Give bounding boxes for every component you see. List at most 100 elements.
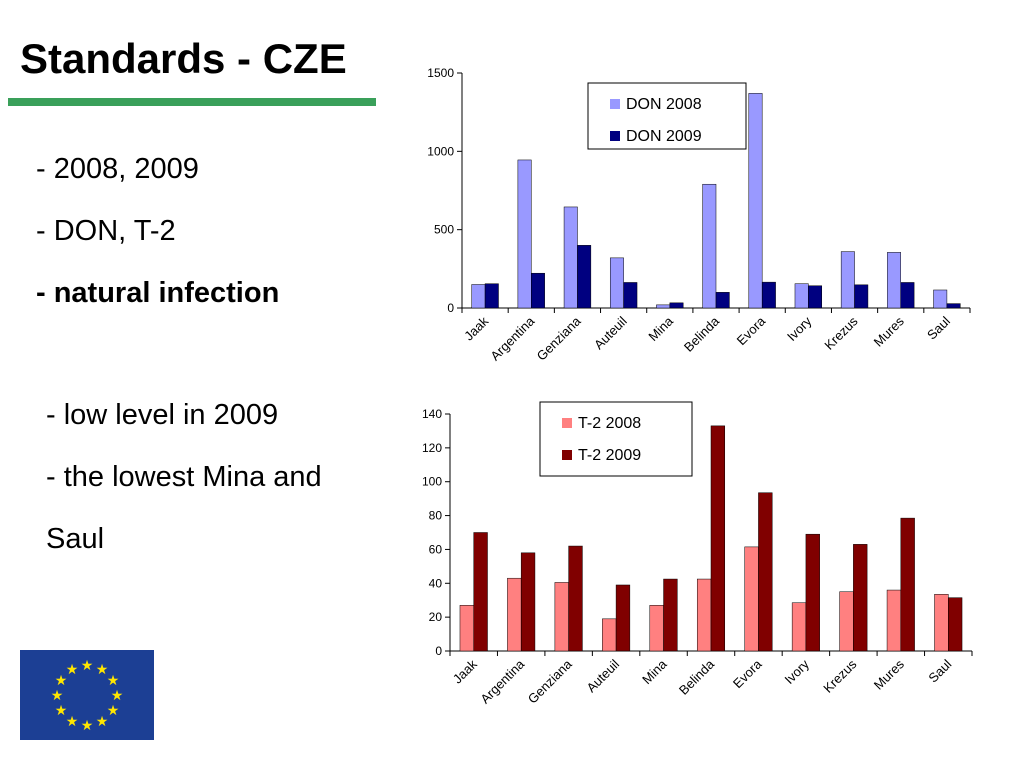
bar-don-2009 [623, 282, 638, 309]
x-tick-label: Mina [639, 656, 670, 687]
x-tick-label: Jaak [450, 656, 480, 686]
star-icon: ★ [107, 702, 120, 718]
x-tick-label: Krezus [820, 656, 860, 696]
y-tick-label: 500 [434, 223, 454, 237]
bullet-item: - 2008, 2009 [36, 153, 199, 185]
bar-t-2-2009 [663, 578, 678, 652]
bullet-item: - natural infection [36, 277, 280, 309]
bar-don-2008 [794, 283, 809, 309]
star-icon: ★ [111, 687, 124, 703]
bar-don-2008 [609, 257, 624, 309]
bar-t-2-2008 [649, 605, 664, 652]
bar-t-2-2009 [615, 584, 631, 652]
legend-box [539, 401, 693, 477]
bar-t-2-2009 [805, 533, 820, 652]
x-tick-label: Mures [871, 656, 907, 692]
bar-t-2-2008 [459, 605, 474, 652]
x-tick-label: Auteuil [591, 313, 630, 352]
x-tick-label: Belinda [676, 656, 718, 698]
bar-t-2-2009 [758, 492, 773, 652]
bar-t-2-2008 [886, 589, 902, 652]
star-icon: ★ [107, 672, 120, 688]
y-tick-label: 1000 [427, 144, 454, 158]
x-tick-label: Auteuil [583, 656, 622, 695]
x-tick-label: Krezus [821, 313, 861, 353]
x-tick-label: Mures [871, 313, 907, 349]
bullet-item: - DON, T-2 [36, 215, 176, 247]
x-tick-label: Saul [924, 313, 953, 342]
y-tick-label: 0 [447, 301, 454, 315]
bullet-list-bottom: - low level in 2009 - the lowest Mina an… [46, 384, 322, 570]
bar-t-2-2009 [900, 517, 915, 652]
slide-title: Standards - CZE [20, 35, 347, 82]
y-tick-label: 60 [429, 542, 443, 556]
y-tick-label: 40 [429, 576, 443, 590]
bar-don-2009 [761, 281, 776, 309]
star-icon: ★ [51, 687, 64, 703]
x-tick-label: Argentina [487, 313, 538, 364]
bar-t-2-2008 [507, 577, 522, 652]
x-tick-label: Mina [645, 313, 676, 344]
bullet-item: - low level in 2009 [46, 399, 279, 431]
bar-don-2009 [531, 272, 545, 309]
x-tick-label: Saul [925, 656, 954, 685]
bar-t-2-2008 [791, 602, 807, 652]
y-tick-label: 100 [422, 475, 442, 489]
bar-don-2009 [854, 284, 869, 309]
x-tick-label: Ivory [782, 656, 813, 687]
bar-don-2009 [808, 285, 823, 309]
bar-t-2-2009 [710, 425, 726, 652]
legend-label: T-2 2008 [578, 415, 641, 432]
star-icon: ★ [66, 713, 79, 729]
legend-swatch [610, 131, 620, 141]
bar-don-2008 [702, 183, 717, 309]
legend-swatch [562, 418, 572, 428]
bar-don-2009 [484, 283, 499, 309]
bar-don-2009 [946, 303, 961, 309]
bar-t-2-2008 [602, 618, 617, 652]
y-tick-label: 80 [429, 509, 443, 523]
bullet-item: - the lowest Mina and [46, 461, 322, 493]
bar-don-2008 [887, 252, 901, 309]
bar-don-2009 [715, 292, 730, 309]
bar-t-2-2009 [948, 597, 963, 652]
x-tick-label: Belinda [681, 313, 723, 355]
star-icon: ★ [55, 702, 68, 718]
x-tick-label: Jaak [461, 313, 491, 343]
bar-t-2-2009 [520, 552, 536, 652]
y-tick-label: 140 [422, 407, 442, 421]
legend-label: T-2 2009 [578, 447, 641, 464]
bar-t-2-2009 [473, 532, 488, 652]
x-tick-label: Genziana [534, 313, 585, 364]
bar-t-2-2009 [853, 544, 868, 652]
bar-don-2008 [748, 93, 763, 309]
x-tick-label: Argentina [477, 656, 528, 707]
bar-t-2-2008 [696, 578, 712, 652]
bar-t-2-2008 [934, 594, 949, 652]
star-icon: ★ [96, 713, 109, 729]
eu-flag-logo: ★ ★★★★★★★★★★★ [20, 650, 154, 740]
star-icon: ★ [81, 657, 94, 673]
bar-don-2008 [517, 159, 532, 309]
bullet-item: Saul [46, 523, 105, 555]
star-icon: ★ [81, 717, 94, 733]
x-tick-label: Ivory [784, 313, 815, 344]
star-icon: ★ [55, 672, 68, 688]
star-icon: ★ [66, 661, 79, 677]
bar-don-2009 [669, 302, 684, 309]
flag-stars: ★ ★★★★★★★★★★★ [51, 657, 124, 733]
x-tick-label: Evora [730, 656, 765, 691]
bar-don-2009 [900, 282, 915, 309]
bar-don-2008 [471, 284, 486, 309]
flag-background [20, 650, 154, 740]
x-tick-label: Evora [734, 313, 769, 348]
x-tick-label: Genziana [525, 656, 576, 707]
bar-don-2008 [563, 206, 578, 309]
y-tick-label: 120 [422, 441, 442, 455]
y-tick-label: 20 [429, 610, 443, 624]
y-tick-label: 0 [435, 644, 442, 658]
bar-t-2-2008 [839, 591, 854, 652]
bar-don-2008 [840, 251, 855, 309]
